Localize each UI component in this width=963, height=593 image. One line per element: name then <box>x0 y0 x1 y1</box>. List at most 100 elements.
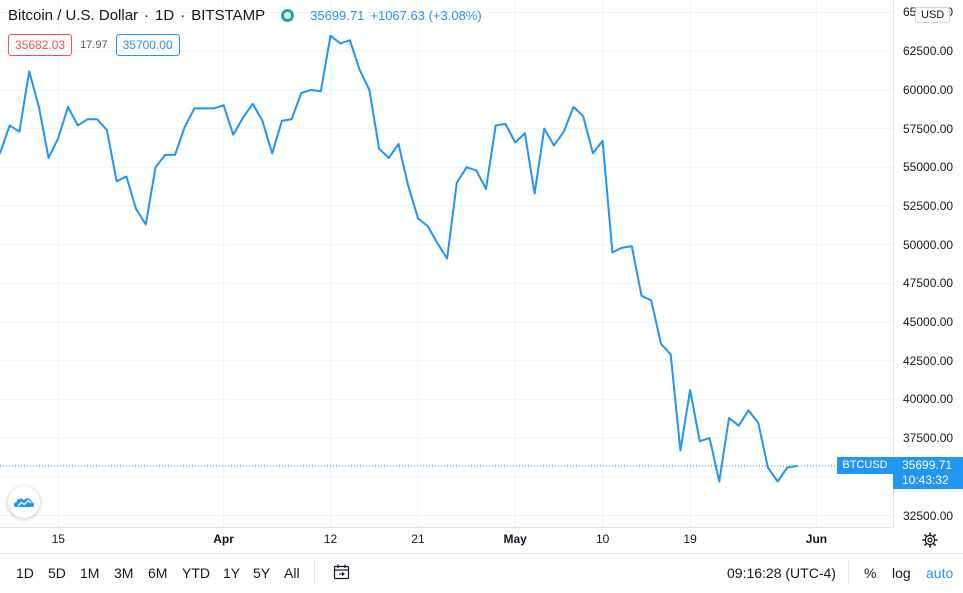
data-point <box>47 157 50 159</box>
data-point <box>728 417 730 419</box>
range-button[interactable]: 6M <box>148 565 168 581</box>
tradingview-logo[interactable] <box>8 486 40 518</box>
data-point <box>640 294 643 297</box>
data-point <box>145 223 147 226</box>
time-tick-label: May <box>503 532 527 546</box>
data-point <box>426 225 429 227</box>
data-point <box>349 39 351 42</box>
data-point <box>524 132 526 135</box>
data-point <box>38 106 40 108</box>
ticker-tag: BTCUSD <box>837 457 893 474</box>
data-point <box>718 480 721 483</box>
time-axis[interactable] <box>0 527 893 553</box>
clock-timezone[interactable]: 09:16:28 (UTC-4) <box>727 565 836 581</box>
data-point <box>514 141 516 144</box>
data-point <box>76 124 79 127</box>
legend-separator: · <box>180 7 186 24</box>
data-point <box>281 120 283 122</box>
tradingview-cloud-icon <box>13 498 35 507</box>
range-button[interactable]: YTD <box>182 565 210 581</box>
data-point <box>679 449 682 452</box>
data-point <box>115 180 118 182</box>
symbol-title[interactable]: Bitcoin / U.S. Dollar <box>8 7 139 24</box>
data-point <box>358 68 361 71</box>
data-point <box>67 106 69 108</box>
data-point <box>757 421 759 424</box>
data-point <box>242 116 244 119</box>
data-point <box>388 157 390 159</box>
bar-countdown: 10:43:32 <box>902 473 949 487</box>
interval-label[interactable]: 1D <box>155 7 175 24</box>
auto-toggle[interactable]: auto <box>926 565 954 581</box>
range-button[interactable]: 1M <box>80 565 100 581</box>
log-toggle[interactable]: log <box>892 565 911 581</box>
data-point <box>417 217 419 220</box>
bid-price[interactable]: 35682.03 <box>8 34 73 56</box>
last-price-value: 35699.71 <box>902 458 953 472</box>
data-point <box>28 70 30 73</box>
data-point <box>582 115 584 117</box>
data-point <box>494 124 497 127</box>
data-point <box>106 129 108 131</box>
series-legend: Bitcoin / U.S. Dollar · 1D · BITSTAMP 35… <box>8 7 482 24</box>
data-point <box>689 389 691 391</box>
exchange-label[interactable]: BITSTAMP <box>191 7 266 24</box>
data-point <box>203 107 205 110</box>
data-point <box>310 89 312 91</box>
price-tick-label: 42500.00 <box>903 353 954 368</box>
price-series-line[interactable] <box>0 34 798 483</box>
range-button[interactable]: 5D <box>48 565 66 581</box>
price-tick-label: 40000.00 <box>903 392 954 407</box>
price-axis[interactable] <box>893 0 963 527</box>
ask-price[interactable]: 35700.00 <box>115 34 180 56</box>
data-point <box>193 107 196 110</box>
data-point <box>660 342 662 345</box>
data-point <box>125 175 128 178</box>
data-point <box>0 152 1 155</box>
plot-area[interactable] <box>0 0 893 527</box>
data-point <box>261 120 264 122</box>
data-point <box>339 42 342 45</box>
time-tick-label: 12 <box>323 532 338 546</box>
data-point <box>669 353 672 356</box>
data-point <box>485 188 487 190</box>
data-point <box>572 106 575 108</box>
data-point <box>475 169 478 172</box>
spread-value: 17.97 <box>80 39 108 51</box>
gear-icon[interactable] <box>922 532 938 548</box>
time-tick-label: Jun <box>805 532 828 546</box>
data-point <box>300 92 303 94</box>
data-point <box>135 208 137 210</box>
data-point <box>699 440 701 443</box>
data-point <box>737 424 740 427</box>
data-point <box>378 147 380 150</box>
data-point <box>164 154 167 156</box>
time-tick-label: 10 <box>595 532 610 546</box>
data-point <box>456 181 458 184</box>
data-point <box>446 257 448 260</box>
range-button[interactable]: 1D <box>16 565 34 581</box>
data-point <box>86 118 89 121</box>
data-point <box>183 126 186 128</box>
data-point <box>601 140 604 142</box>
range-button[interactable]: 5Y <box>253 565 271 581</box>
range-button[interactable]: All <box>284 565 300 581</box>
data-point <box>174 154 176 156</box>
range-button[interactable]: 1Y <box>223 565 241 581</box>
bottom-toolbar <box>0 553 963 593</box>
percent-toggle[interactable]: % <box>864 565 877 581</box>
calendar-range-icon[interactable] <box>333 564 350 580</box>
data-point <box>776 480 779 483</box>
data-point <box>271 152 273 155</box>
data-point <box>553 144 555 147</box>
data-point <box>290 118 293 121</box>
data-point <box>592 152 594 155</box>
data-point <box>465 166 468 169</box>
price-tick-label: 62500.00 <box>903 44 954 59</box>
data-point <box>232 133 235 136</box>
data-point <box>329 34 332 37</box>
data-point <box>251 103 254 105</box>
currency-button[interactable]: USD <box>915 7 951 23</box>
range-button[interactable]: 3M <box>114 565 134 581</box>
